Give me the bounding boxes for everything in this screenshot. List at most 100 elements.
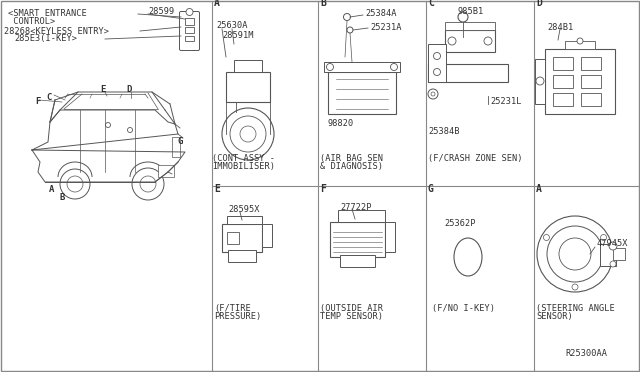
Text: <SMART ENTRANCE: <SMART ENTRANCE: [8, 10, 87, 19]
Bar: [428, 64, 508, 82]
Circle shape: [559, 238, 591, 270]
Bar: [228, 250, 256, 262]
Circle shape: [106, 122, 111, 128]
Bar: [185, 27, 194, 33]
Bar: [600, 244, 616, 266]
Text: A: A: [536, 184, 542, 194]
Text: R25300AA: R25300AA: [565, 350, 607, 359]
Bar: [185, 36, 194, 41]
Circle shape: [433, 68, 440, 76]
Text: E: E: [214, 184, 220, 194]
Circle shape: [484, 37, 492, 45]
Text: CONTROL>: CONTROL>: [8, 17, 55, 26]
Bar: [330, 222, 385, 257]
Circle shape: [240, 126, 256, 142]
Circle shape: [536, 77, 544, 85]
Bar: [565, 41, 595, 49]
Bar: [172, 137, 180, 157]
Text: G: G: [428, 184, 434, 194]
Text: 28268<KEYLESS ENTRY>: 28268<KEYLESS ENTRY>: [4, 26, 109, 35]
Circle shape: [344, 13, 351, 20]
Bar: [545, 49, 615, 114]
Text: 47945X: 47945X: [597, 240, 628, 248]
Text: IMMOBILISER): IMMOBILISER): [212, 163, 275, 171]
Bar: [340, 255, 375, 267]
Circle shape: [140, 176, 156, 192]
Bar: [581, 57, 601, 70]
Bar: [553, 75, 573, 88]
Text: B: B: [320, 0, 326, 8]
Circle shape: [609, 242, 617, 250]
Circle shape: [326, 64, 333, 71]
Circle shape: [543, 234, 549, 241]
Text: E: E: [100, 86, 106, 94]
Circle shape: [458, 12, 468, 22]
Bar: [324, 62, 400, 72]
Bar: [445, 30, 495, 52]
Circle shape: [572, 284, 578, 290]
Circle shape: [433, 52, 440, 60]
Text: 285E3(I-KEY>: 285E3(I-KEY>: [14, 35, 77, 44]
FancyBboxPatch shape: [179, 12, 200, 51]
Circle shape: [132, 168, 164, 200]
Text: SENSOR): SENSOR): [536, 312, 573, 321]
Text: TEMP SENSOR): TEMP SENSOR): [320, 312, 383, 321]
Bar: [535, 59, 545, 104]
Bar: [445, 22, 495, 30]
Circle shape: [234, 112, 239, 116]
Circle shape: [127, 128, 132, 132]
Bar: [581, 75, 601, 88]
Bar: [262, 224, 272, 247]
Text: 25384A: 25384A: [365, 10, 397, 19]
Text: G: G: [178, 138, 184, 147]
Circle shape: [600, 234, 607, 241]
Bar: [338, 210, 385, 222]
Circle shape: [431, 92, 435, 96]
Bar: [227, 232, 239, 244]
Circle shape: [390, 64, 397, 71]
Bar: [581, 93, 601, 106]
Circle shape: [67, 176, 83, 192]
Text: 98820: 98820: [328, 119, 355, 128]
Text: 25231L: 25231L: [490, 97, 522, 106]
Text: 25231A: 25231A: [370, 22, 401, 32]
Text: & DIAGNOSIS): & DIAGNOSIS): [320, 163, 383, 171]
Bar: [385, 222, 395, 252]
Circle shape: [186, 9, 193, 16]
Text: 28599: 28599: [148, 7, 174, 16]
Text: F: F: [320, 184, 326, 194]
Text: (F/TIRE: (F/TIRE: [214, 305, 251, 314]
Circle shape: [222, 108, 274, 160]
Text: 25630A: 25630A: [216, 20, 248, 29]
Bar: [226, 72, 270, 102]
Text: (CONT ASSY -: (CONT ASSY -: [212, 154, 275, 164]
Bar: [328, 72, 396, 114]
Bar: [234, 60, 262, 72]
Circle shape: [547, 226, 603, 282]
Text: C: C: [428, 0, 434, 8]
Text: B: B: [60, 192, 65, 202]
Text: 28591M: 28591M: [222, 32, 253, 41]
Text: A: A: [214, 0, 220, 8]
Text: 25362P: 25362P: [444, 219, 476, 228]
Ellipse shape: [454, 238, 482, 276]
Circle shape: [428, 89, 438, 99]
Bar: [185, 18, 194, 25]
Circle shape: [448, 37, 456, 45]
Text: A: A: [49, 185, 54, 193]
Text: D: D: [536, 0, 542, 8]
Bar: [553, 57, 573, 70]
Text: 28595X: 28595X: [228, 205, 259, 215]
Text: F: F: [35, 97, 40, 106]
Bar: [553, 93, 573, 106]
Bar: [158, 165, 174, 177]
Text: C: C: [46, 93, 51, 102]
Circle shape: [347, 27, 353, 33]
Circle shape: [537, 216, 613, 292]
Bar: [222, 224, 262, 252]
Text: D: D: [126, 86, 131, 94]
Circle shape: [230, 116, 266, 152]
Text: (AIR BAG SEN: (AIR BAG SEN: [320, 154, 383, 164]
Text: 27722P: 27722P: [340, 202, 371, 212]
Text: (F/CRASH ZONE SEN): (F/CRASH ZONE SEN): [428, 154, 522, 164]
